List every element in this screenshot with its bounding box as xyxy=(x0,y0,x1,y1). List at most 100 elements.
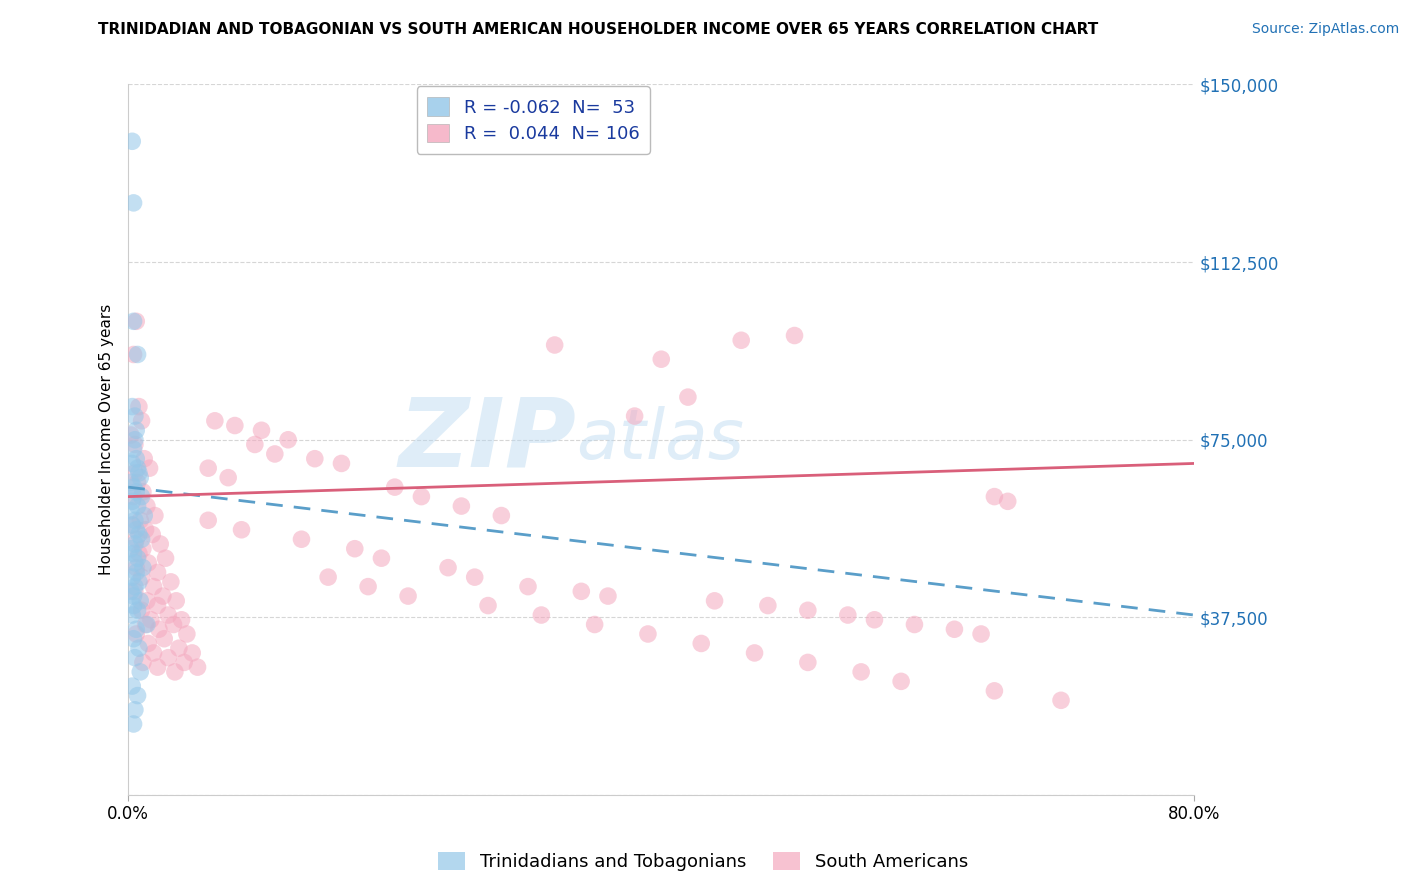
Point xyxy=(569,584,592,599)
Point xyxy=(125,627,148,641)
Point xyxy=(124,513,146,527)
Point xyxy=(142,646,165,660)
Point xyxy=(131,414,153,428)
Point xyxy=(121,400,143,414)
Point xyxy=(637,627,659,641)
Point xyxy=(125,523,148,537)
Point xyxy=(120,504,142,518)
Point xyxy=(124,537,146,551)
Point xyxy=(136,556,159,570)
Point xyxy=(129,665,152,679)
Point xyxy=(277,433,299,447)
Point xyxy=(650,352,672,367)
Point xyxy=(124,650,146,665)
Point xyxy=(127,499,149,513)
Point xyxy=(243,437,266,451)
Point xyxy=(139,613,162,627)
Point xyxy=(304,451,326,466)
Point xyxy=(121,679,143,693)
Point xyxy=(122,632,145,646)
Point xyxy=(543,338,565,352)
Point xyxy=(165,594,187,608)
Point xyxy=(343,541,366,556)
Point xyxy=(125,314,148,328)
Point xyxy=(142,580,165,594)
Point xyxy=(120,541,142,556)
Point xyxy=(703,594,725,608)
Point xyxy=(437,560,460,574)
Point xyxy=(124,556,146,570)
Point xyxy=(122,599,145,613)
Point xyxy=(411,490,433,504)
Point xyxy=(120,428,142,442)
Point xyxy=(357,580,380,594)
Point xyxy=(186,660,208,674)
Point xyxy=(124,580,146,594)
Point xyxy=(121,518,143,533)
Point xyxy=(491,508,513,523)
Point xyxy=(135,617,157,632)
Point xyxy=(163,665,186,679)
Point xyxy=(464,570,486,584)
Point xyxy=(849,665,872,679)
Point xyxy=(125,560,148,574)
Point xyxy=(121,570,143,584)
Point xyxy=(217,470,239,484)
Point xyxy=(128,527,150,541)
Point xyxy=(970,627,993,641)
Text: atlas: atlas xyxy=(576,406,744,474)
Point xyxy=(155,551,177,566)
Point xyxy=(903,617,925,632)
Point xyxy=(167,641,190,656)
Point xyxy=(131,533,153,547)
Point xyxy=(152,589,174,603)
Point xyxy=(143,508,166,523)
Point xyxy=(128,466,150,480)
Point xyxy=(370,551,392,566)
Point xyxy=(450,499,472,513)
Point xyxy=(132,541,155,556)
Point xyxy=(129,470,152,484)
Point xyxy=(124,409,146,423)
Point xyxy=(146,566,169,580)
Point xyxy=(125,622,148,636)
Point xyxy=(125,423,148,437)
Point xyxy=(136,636,159,650)
Point xyxy=(121,494,143,508)
Point xyxy=(224,418,246,433)
Point xyxy=(121,457,143,471)
Point xyxy=(135,523,157,537)
Point xyxy=(125,533,148,547)
Point xyxy=(124,433,146,447)
Text: ZIP: ZIP xyxy=(398,393,576,486)
Point xyxy=(983,683,1005,698)
Point xyxy=(122,314,145,328)
Point xyxy=(197,461,219,475)
Point xyxy=(943,622,966,636)
Point xyxy=(128,641,150,656)
Point xyxy=(122,442,145,457)
Point xyxy=(157,650,180,665)
Point xyxy=(997,494,1019,508)
Point xyxy=(146,599,169,613)
Point xyxy=(127,603,149,617)
Point xyxy=(160,574,183,589)
Point xyxy=(783,328,806,343)
Point xyxy=(162,617,184,632)
Point xyxy=(121,134,143,148)
Point xyxy=(197,513,219,527)
Point xyxy=(690,636,713,650)
Point xyxy=(744,646,766,660)
Y-axis label: Householder Income Over 65 years: Householder Income Over 65 years xyxy=(100,304,114,575)
Point xyxy=(125,484,148,499)
Point xyxy=(149,537,172,551)
Point xyxy=(477,599,499,613)
Point xyxy=(170,613,193,627)
Point xyxy=(131,490,153,504)
Point xyxy=(128,400,150,414)
Point xyxy=(129,594,152,608)
Point xyxy=(676,390,699,404)
Point xyxy=(128,546,150,560)
Point xyxy=(128,574,150,589)
Point xyxy=(530,608,553,623)
